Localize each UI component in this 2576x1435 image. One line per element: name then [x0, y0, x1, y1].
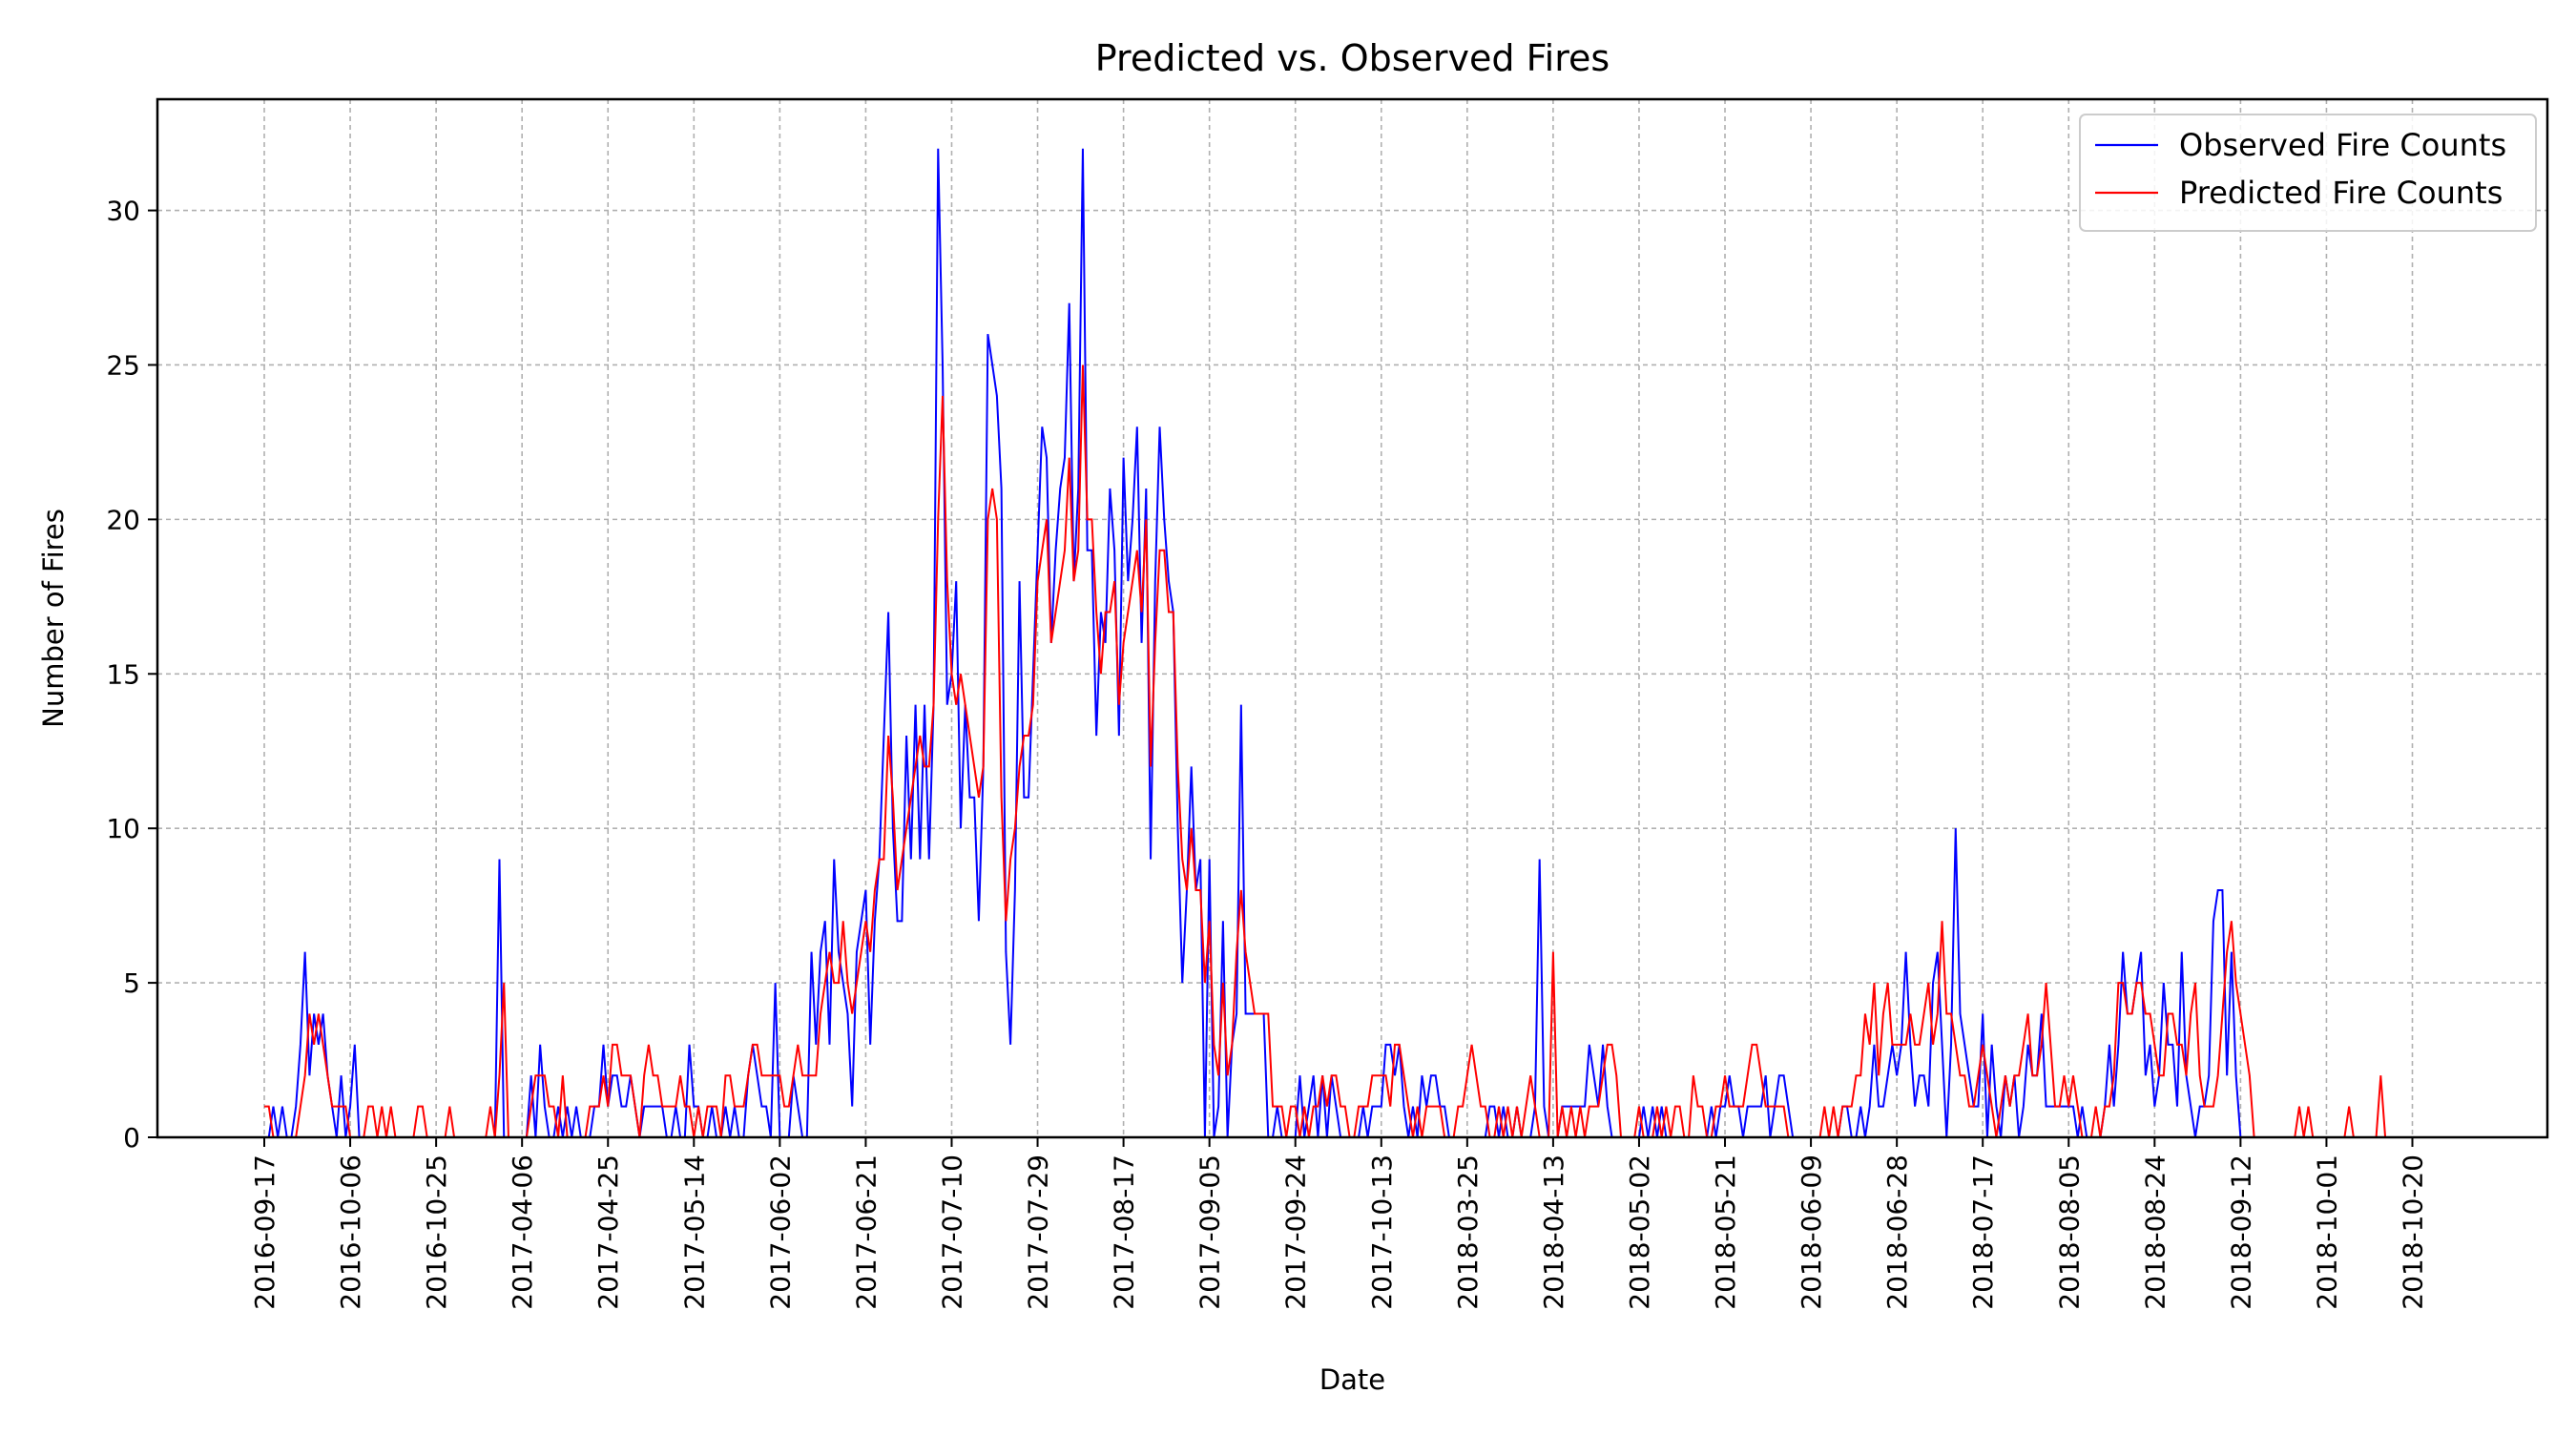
- legend-label-predicted: Predicted Fire Counts: [2179, 175, 2503, 211]
- x-tick-label: 2016-10-25: [421, 1154, 452, 1310]
- series-layer: [264, 148, 2399, 1138]
- y-tick-label: 0: [123, 1122, 140, 1154]
- x-axis-label: Date: [1319, 1363, 1385, 1396]
- x-tick-label: 2018-08-24: [2139, 1154, 2171, 1310]
- x-tick-label: 2018-09-12: [2225, 1154, 2256, 1310]
- series-line-observed: [264, 148, 2377, 1138]
- y-tick-label: 30: [106, 196, 140, 227]
- x-tick-label: 2017-07-10: [936, 1154, 967, 1310]
- y-tick-label: 25: [106, 349, 140, 381]
- x-tick-label: 2017-04-06: [507, 1154, 538, 1310]
- x-tick-label: 2016-09-17: [249, 1154, 280, 1310]
- x-tick-label: 2017-08-17: [1109, 1154, 1140, 1310]
- x-tick-label: 2016-10-06: [335, 1154, 366, 1310]
- x-tick-label: 2017-10-13: [1366, 1154, 1398, 1310]
- x-tick-label: 2018-05-21: [1710, 1154, 1741, 1310]
- x-tick-label: 2018-05-02: [1624, 1154, 1655, 1310]
- x-tick-label: 2017-07-29: [1023, 1154, 1054, 1310]
- x-tick-label: 2018-06-09: [1796, 1154, 1827, 1310]
- x-tick-label: 2017-05-14: [678, 1154, 710, 1310]
- y-tick-label: 10: [106, 813, 140, 844]
- x-tick-label: 2017-04-25: [592, 1154, 624, 1310]
- y-axis-label: Number of Fires: [37, 509, 70, 728]
- x-tick-label: 2018-04-13: [1538, 1154, 1569, 1310]
- chart-title: Predicted vs. Observed Fires: [1095, 37, 1610, 79]
- ticks: 0 5 10 15 20 25 30 2016-09-17 2016-10-06 2016-10-…: [106, 196, 2428, 1310]
- grid: [157, 99, 2547, 1138]
- series-line-predicted: [264, 364, 2399, 1138]
- x-tick-label: 2018-10-20: [2398, 1154, 2429, 1310]
- x-tick-label: 2018-10-01: [2311, 1154, 2342, 1310]
- y-tick-label: 20: [106, 504, 140, 535]
- x-tick-label: 2017-06-02: [764, 1154, 796, 1310]
- x-tick-label: 2018-06-28: [1881, 1154, 1913, 1310]
- y-tick-label: 5: [123, 967, 140, 999]
- y-tick-label: 15: [106, 658, 140, 690]
- x-tick-label: 2018-07-17: [1967, 1154, 1999, 1310]
- plot-frame: [156, 97, 2549, 1139]
- x-tick-label: 2018-08-05: [2053, 1154, 2085, 1310]
- x-tick-label: 2017-09-05: [1195, 1154, 1226, 1310]
- x-tick-label: 2017-09-24: [1280, 1154, 1312, 1310]
- legend-label-observed: Observed Fire Counts: [2179, 127, 2506, 163]
- legend: Observed Fire Counts Predicted Fire Coun…: [2079, 114, 2537, 232]
- legend-box: [2079, 114, 2537, 232]
- x-tick-label: 2018-03-25: [1452, 1154, 1484, 1310]
- x-tick-label: 2017-06-21: [850, 1154, 882, 1310]
